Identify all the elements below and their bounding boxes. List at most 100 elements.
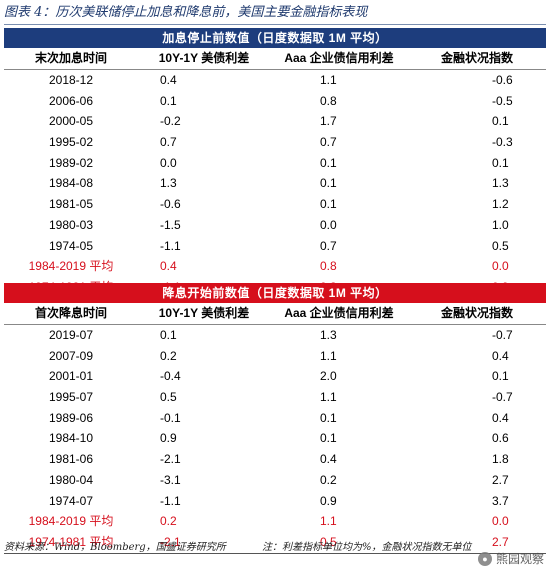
column-header: 末次加息时间 — [34, 51, 107, 65]
table-cell: -0.2 — [160, 114, 181, 129]
table-cell: 0.0 — [160, 155, 177, 170]
title-divider — [4, 24, 546, 25]
table-cell: 0.1 — [492, 155, 509, 170]
table-cell: 1.1 — [320, 348, 337, 363]
table-cell: -0.5 — [492, 93, 513, 108]
table-cell: -0.3 — [492, 135, 513, 150]
table-cell: 0.5 — [492, 238, 509, 253]
table-cell: -0.6 — [160, 197, 181, 212]
average-cell: 1974-1981 平均 — [28, 534, 114, 549]
table-cell: 1.3 — [492, 176, 509, 191]
section-band: 降息开始前数值（日度数据取 1M 平均） — [4, 283, 546, 303]
table-row: 1995-07 0.5 1.1 -0.7 — [4, 387, 546, 408]
table-cell: 1989-06 — [48, 410, 94, 425]
table-row: 1981-06 -2.1 0.4 1.8 — [4, 449, 546, 470]
average-cell: 1.1 — [320, 514, 337, 529]
average-row: 1984-2019 平均 0.2 1.1 0.0 — [4, 511, 546, 532]
average-cell: -2.1 — [160, 534, 181, 549]
table-cell: -3.1 — [160, 472, 181, 487]
table-cell: 0.0 — [320, 217, 337, 232]
column-header-row: 末次加息时间 10Y-1Y 美债利差 Aaa 企业债信用利差 金融状况指数 — [4, 48, 546, 70]
table-cell: -1.1 — [160, 493, 181, 508]
table-cell: -1.5 — [160, 217, 181, 232]
figure-title: 图表 4：历次美联储停止加息和降息前，美国主要金融指标表现 — [4, 5, 368, 20]
table-cell: 0.1 — [492, 369, 509, 384]
table-cell: 2007-09 — [48, 348, 94, 363]
column-header: Aaa 企业债信用利差 — [284, 306, 394, 320]
table-cell: 0.1 — [160, 328, 177, 342]
table-cell: 1.0 — [492, 217, 509, 232]
section-band: 加息停止前数值（日度数据取 1M 平均） — [4, 28, 546, 48]
table-row: 2000-05 -0.2 1.7 0.1 — [4, 111, 546, 132]
table-cell: 0.7 — [320, 238, 337, 253]
table-row: 1984-10 0.9 0.1 0.6 — [4, 428, 546, 449]
table-cell: 1984-08 — [48, 176, 94, 191]
average-cell: 0.0 — [492, 259, 509, 274]
column-header: 10Y-1Y 美债利差 — [158, 51, 250, 65]
column-header: Aaa 企业债信用利差 — [284, 51, 394, 65]
average-cell: 0.0 — [492, 514, 509, 529]
average-cell: 0.2 — [160, 514, 177, 529]
table-row: 1989-06 -0.1 0.1 0.4 — [4, 408, 546, 429]
table-row: 1981-05 -0.6 0.1 1.2 — [4, 194, 546, 215]
table-cell: 0.1 — [320, 176, 337, 191]
table-rate-hike-stop: 加息停止前数值（日度数据取 1M 平均） 末次加息时间 10Y-1Y 美债利差 Aaa… — [4, 28, 546, 299]
table-cell: 0.6 — [492, 431, 509, 446]
average-row: 1984-2019 平均 0.4 0.8 0.0 — [4, 256, 546, 277]
table-cell: 0.5 — [160, 390, 177, 405]
table-cell: 2019-07 — [48, 328, 94, 342]
table-cell: 2001-01 — [48, 369, 94, 384]
table-cell: -0.7 — [492, 390, 513, 405]
column-header: 首次降息时间 — [34, 306, 107, 320]
table-row: 2019-07 0.1 1.3 -0.7 — [4, 325, 546, 346]
column-header: 金融状况指数 — [440, 306, 513, 320]
wechat-icon: ● — [477, 551, 492, 566]
table-cell: 1.3 — [320, 328, 337, 342]
table-cell: -2.1 — [160, 452, 181, 467]
table-row: 2018-12 0.4 1.1 -0.6 — [4, 70, 546, 91]
table-row: 2001-01 -0.4 2.0 0.1 — [4, 366, 546, 387]
table-cell: 1989-02 — [48, 155, 94, 170]
table-cell: 0.9 — [160, 431, 177, 446]
table-row: 1989-02 0.0 0.1 0.1 — [4, 153, 546, 174]
column-header: 金融状况指数 — [440, 51, 513, 65]
average-cell: 1984-2019 平均 — [28, 514, 114, 529]
table-cell: 0.4 — [492, 410, 509, 425]
average-cell: 0.8 — [320, 259, 337, 274]
table-cell: 2006-06 — [48, 93, 94, 108]
column-header-row: 首次降息时间 10Y-1Y 美债利差 Aaa 企业债信用利差 金融状况指数 — [4, 303, 546, 325]
table-cell: 1.1 — [320, 73, 337, 87]
table-cell: -1.1 — [160, 238, 181, 253]
average-cell: 0.4 — [160, 259, 177, 274]
table-cell: 0.4 — [160, 73, 177, 87]
table-row: 2006-06 0.1 0.8 -0.5 — [4, 91, 546, 112]
table-cell: -0.6 — [492, 73, 513, 87]
table-cell: 1981-06 — [48, 452, 94, 467]
table-cell: 0.7 — [160, 135, 177, 150]
column-header: 10Y-1Y 美债利差 — [158, 306, 250, 320]
table-cell: 2.7 — [492, 472, 509, 487]
watermark-text: 熊园观察 — [495, 552, 544, 566]
average-cell: 1984-2019 平均 — [28, 259, 114, 274]
table-cell: 0.4 — [320, 452, 337, 467]
table-cell: 1.8 — [492, 452, 509, 467]
source-note: 资料来源：Wind，Bloomberg，国盛证券研究所 — [4, 542, 226, 553]
table-cell: 2000-05 — [48, 114, 94, 129]
unit-note: 注：利差指标单位均为%，金融状况指数无单位 — [262, 542, 472, 553]
table-cell: 1.1 — [320, 390, 337, 405]
table-cell: 1974-05 — [48, 238, 94, 253]
table-cell: 0.9 — [320, 493, 337, 508]
table-cell: 1980-04 — [48, 472, 94, 487]
table-cell: 3.7 — [492, 493, 509, 508]
table-cell: 0.7 — [320, 135, 337, 150]
table-cell: -0.4 — [160, 369, 181, 384]
average-cell: 0.5 — [320, 534, 337, 549]
table-cell: -0.1 — [160, 410, 181, 425]
table-cell: 0.2 — [320, 472, 337, 487]
table-rate-cut-start: 降息开始前数值（日度数据取 1M 平均） 首次降息时间 10Y-1Y 美债利差 Aaa… — [4, 283, 546, 554]
table-cell: 0.1 — [492, 114, 509, 129]
table-cell: 0.4 — [492, 348, 509, 363]
table-cell: 2018-12 — [48, 73, 94, 87]
table-cell: -0.7 — [492, 328, 513, 342]
average-row: 1974-1981 平均 -2.1 0.5 2.7 — [4, 532, 546, 554]
